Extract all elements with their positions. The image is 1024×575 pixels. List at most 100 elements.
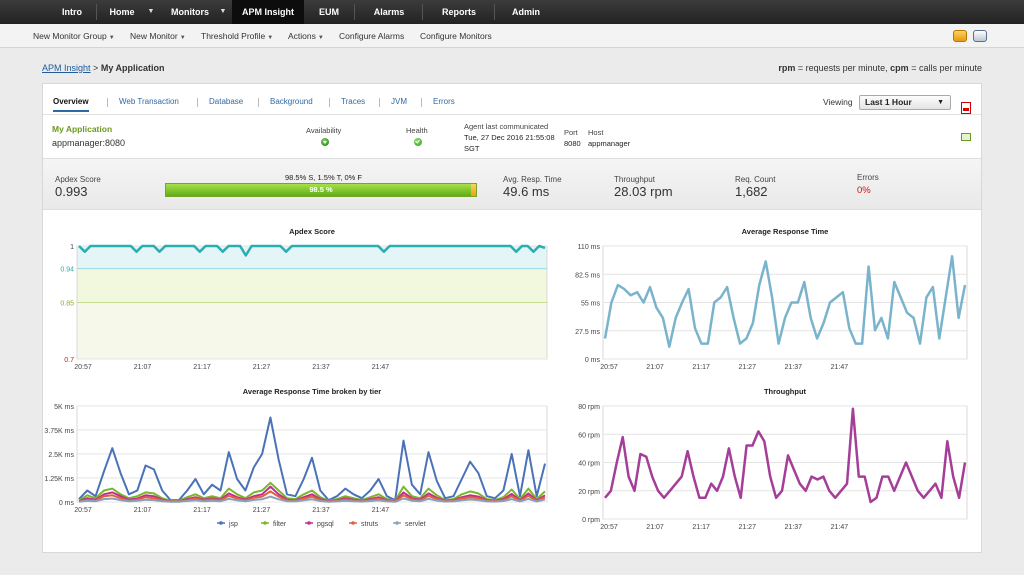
y-tick-label: 2.5K ms — [48, 452, 74, 459]
series-line-main — [78, 244, 546, 257]
y-tick-label: 1.25K ms — [44, 476, 74, 483]
configure-monitors-link[interactable]: Configure Monitors — [420, 31, 492, 41]
page-title: My Application — [100, 63, 165, 73]
apdex-chart: Apdex Score 1 0.94 0.85 0.7 20:57 21:07 21:17 21… — [43, 222, 563, 374]
nav-divider — [422, 4, 423, 20]
tab-jvm[interactable]: JVM — [391, 97, 407, 106]
health-status-icon[interactable] — [414, 138, 422, 146]
tab-web-transaction[interactable]: Web Transaction — [119, 97, 179, 106]
actions-menu[interactable]: Actions ▼ — [288, 24, 324, 48]
menu-label: New Monitor — [130, 31, 178, 41]
chevron-down-icon[interactable]: ▼ — [219, 8, 227, 15]
tab-traces[interactable]: Traces — [341, 97, 366, 106]
metrics-bar: Apdex Score 0.993 98.5% S, 1.5% T, 0% F … — [43, 158, 981, 210]
chevron-down-icon: ▼ — [267, 35, 274, 41]
series-line-filter — [78, 481, 546, 502]
x-tick-label: 21:07 — [646, 364, 664, 371]
agent-last-communicated: Tue, 27 Dec 2016 21:55:08 — [464, 133, 555, 142]
print-icon[interactable] — [973, 30, 987, 42]
y-tick-label: 5K ms — [54, 404, 74, 411]
host-label: Host — [588, 128, 604, 137]
new-monitor-group-menu[interactable]: New Monitor Group ▼ — [33, 24, 115, 48]
series-line-struts — [78, 490, 546, 503]
chart-zone-band — [77, 246, 547, 269]
series-line-pgsql — [78, 485, 546, 503]
availability-label: Availability — [306, 126, 342, 135]
tab-database[interactable]: Database — [209, 97, 244, 106]
main-panel: Overview Web Transaction Database Backgr… — [42, 83, 982, 553]
configure-alarms-link[interactable]: Configure Alarms — [339, 31, 405, 41]
nav-admin[interactable]: Admin — [512, 7, 540, 17]
y-tick-label: 0 ms — [585, 357, 601, 364]
x-tick-label: 21:17 — [692, 524, 710, 531]
errors-value[interactable]: 0% — [857, 185, 871, 196]
x-tick-label: 21:27 — [738, 524, 756, 531]
response-time-chart: Average Response Time 110 ms 82.5 ms 55 ms 2… — [575, 222, 981, 374]
nav-divider — [494, 4, 495, 20]
x-tick-label: 21:27 — [738, 364, 756, 371]
tier-response-chart: Average Response Time broken by tier 5K m… — [43, 382, 563, 532]
series-line-servlet — [78, 495, 546, 503]
x-tick-label: 21:47 — [372, 507, 390, 514]
tab-divider — [421, 98, 422, 107]
y-tick-label: 3.75K ms — [44, 428, 74, 435]
app-info-bar: My Application appmanager:8080 Availabil… — [43, 116, 981, 158]
nav-monitors[interactable]: Monitors — [171, 7, 209, 17]
nav-home[interactable]: Home — [109, 7, 135, 17]
new-monitor-menu[interactable]: New Monitor ▼ — [130, 24, 186, 48]
chevron-down-icon[interactable]: ▼ — [147, 8, 155, 15]
edit-monitor-icon[interactable] — [961, 133, 971, 141]
chart-title: Average Response Time broken by tier — [243, 387, 381, 396]
settings-icon[interactable] — [953, 30, 967, 42]
apdex-label: Apdex Score — [55, 175, 101, 184]
response-time-chart-svg: Average Response Time 110 ms 82.5 ms 55 ms 2… — [575, 227, 968, 371]
apdex-breakdown: 98.5% S, 1.5% T, 0% F — [285, 173, 362, 182]
y-tick-label: 0 rpm — [582, 517, 600, 524]
nav-reports[interactable]: Reports — [441, 7, 476, 17]
tolerating-fill — [471, 184, 476, 196]
host-value: appmanager — [588, 139, 631, 148]
nav-alarms[interactable]: Alarms — [373, 7, 405, 17]
breadcrumb-apm-insight[interactable]: APM Insight — [42, 63, 91, 73]
cpm-key: cpm — [890, 63, 909, 73]
resp-time-value: 49.6 ms — [503, 184, 550, 199]
legend-marker — [263, 521, 267, 525]
nav-eum[interactable]: EUM — [319, 7, 339, 17]
satisfied-fill — [166, 184, 471, 196]
legend-label-servlet: servlet — [405, 521, 426, 528]
y-tick-label: 80 rpm — [578, 404, 600, 411]
cpm-text: = calls per minute — [911, 63, 982, 73]
app-name[interactable]: My Application — [52, 124, 113, 134]
tab-divider — [107, 98, 108, 107]
time-range-select[interactable]: Last 1 Hour ▼ — [859, 95, 951, 110]
units-legend: rpm = requests per minute, cpm = calls p… — [778, 63, 982, 73]
nav-intro[interactable]: Intro — [62, 7, 82, 17]
chart-title: Average Response Time — [742, 227, 829, 236]
port-label: Port — [564, 128, 578, 137]
pdf-export-icon[interactable] — [961, 102, 971, 114]
legend-label-jsp: jsp — [228, 521, 238, 528]
tier-response-chart-svg: Average Response Time broken by tier 5K m… — [44, 387, 548, 528]
tab-background[interactable]: Background — [270, 97, 313, 106]
tab-overview[interactable]: Overview — [53, 92, 89, 112]
y-tick-label: 0.7 — [64, 357, 74, 364]
apdex-chart-svg: Apdex Score 1 0.94 0.85 0.720:57 21:07 21:17 21… — [60, 227, 548, 371]
nav-apm-insight[interactable]: APM Insight — [232, 0, 304, 24]
chevron-down-icon: ▼ — [108, 35, 115, 41]
x-tick-label: 21:37 — [785, 364, 803, 371]
tab-divider — [197, 98, 198, 107]
tab-divider — [258, 98, 259, 107]
chart-title: Apdex Score — [289, 227, 335, 236]
tab-errors[interactable]: Errors — [433, 97, 455, 106]
legend-marker — [219, 521, 223, 525]
threshold-profile-menu[interactable]: Threshold Profile ▼ — [201, 24, 273, 48]
availability-status-icon[interactable] — [321, 138, 329, 146]
series-line-main — [604, 407, 967, 504]
x-tick-label: 21:37 — [312, 364, 330, 371]
y-tick-label: 27.5 ms — [575, 329, 600, 336]
tab-bar: Overview Web Transaction Database Backgr… — [43, 92, 981, 114]
y-tick-label: 82.5 ms — [575, 272, 600, 279]
legend-label-filter: filter — [273, 521, 287, 528]
y-tick-label: 0 ms — [59, 500, 75, 507]
